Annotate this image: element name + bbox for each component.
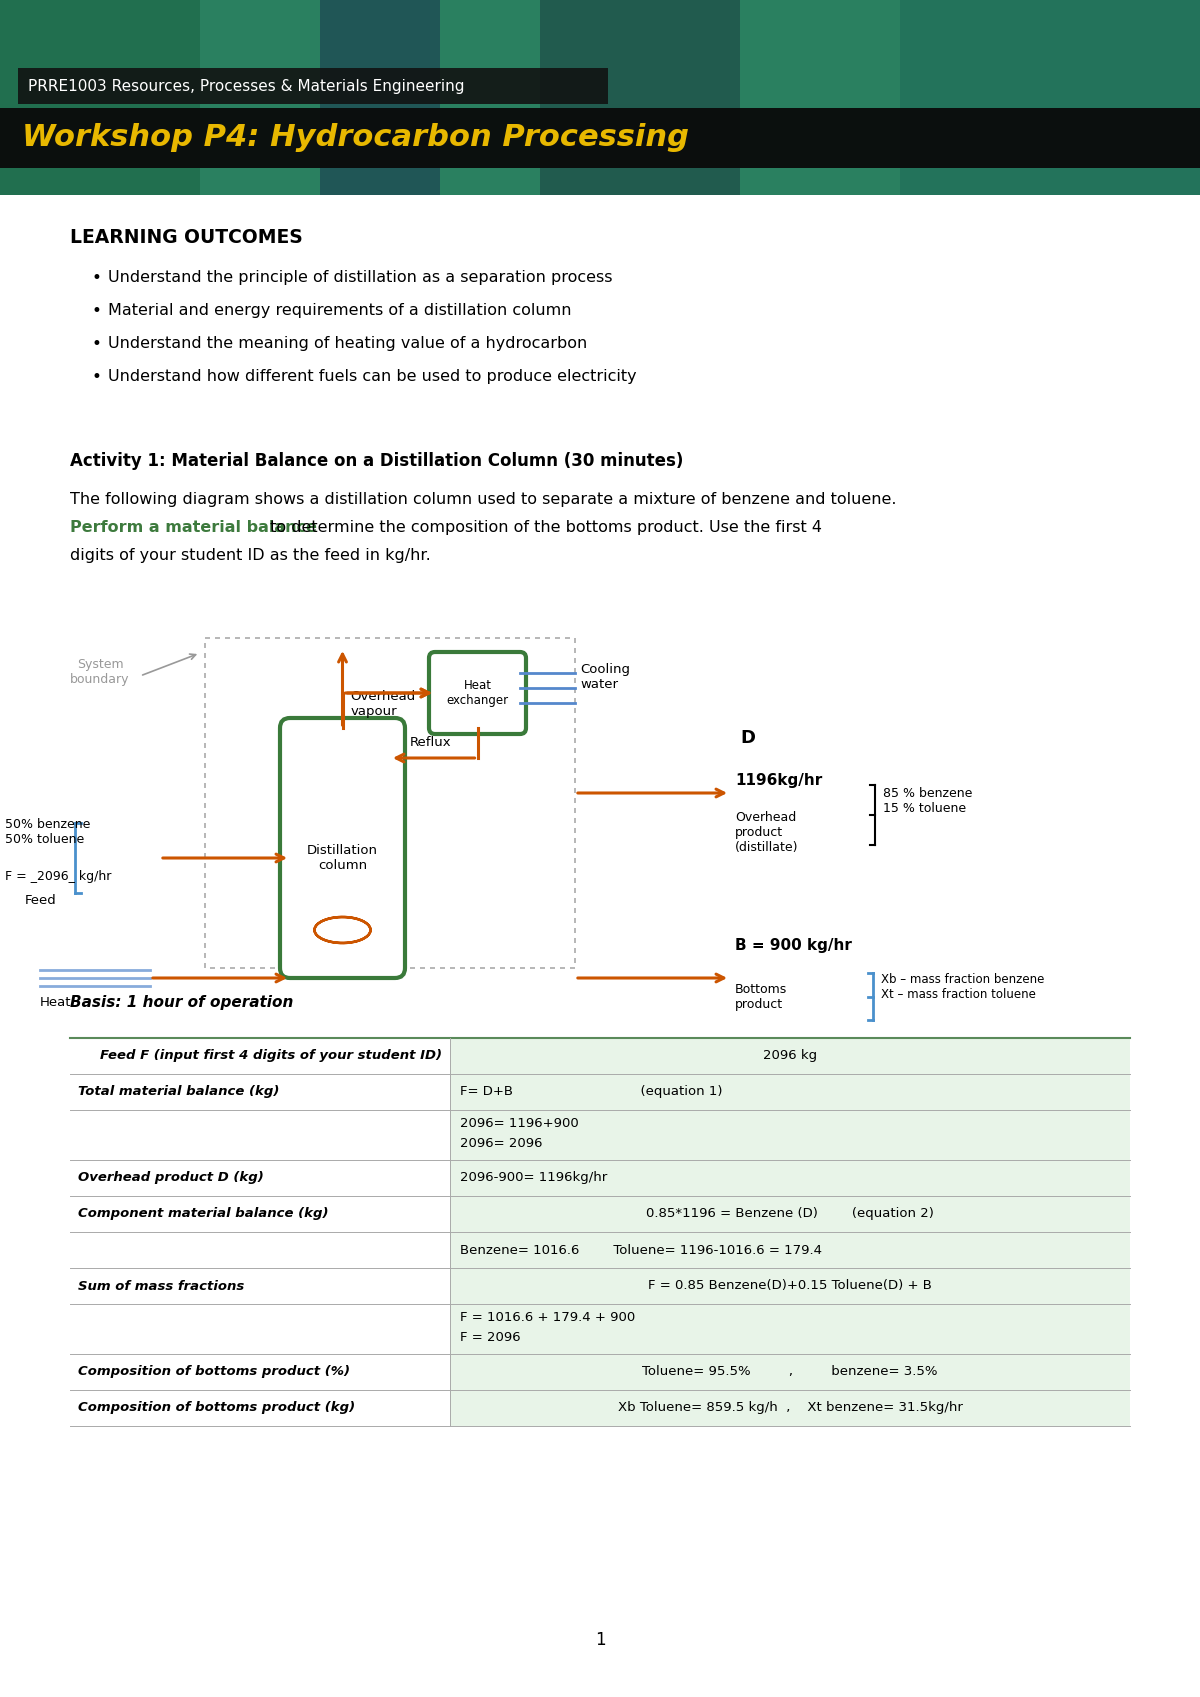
Text: Feed F (input first 4 digits of your student ID): Feed F (input first 4 digits of your stu… — [100, 1049, 442, 1062]
Text: LEARNING OUTCOMES: LEARNING OUTCOMES — [70, 227, 302, 248]
Bar — [450, 1303, 1130, 1354]
Text: F = 2096: F = 2096 — [460, 1330, 521, 1344]
Text: 50% benzene
50% toluene: 50% benzene 50% toluene — [5, 818, 90, 847]
Bar — [450, 1196, 1130, 1232]
Text: •: • — [92, 302, 102, 321]
Text: •: • — [92, 368, 102, 385]
Text: Component material balance (kg): Component material balance (kg) — [78, 1208, 329, 1220]
Bar — [900, 0, 1200, 195]
Bar — [18, 68, 608, 104]
Text: Sum of mass fractions: Sum of mass fractions — [78, 1280, 245, 1293]
Text: Heat
exchanger: Heat exchanger — [446, 679, 509, 708]
Text: Cooling
water: Cooling water — [580, 664, 630, 691]
Text: Composition of bottoms product (%): Composition of bottoms product (%) — [78, 1366, 350, 1378]
Text: Understand the meaning of heating value of a hydrocarbon: Understand the meaning of heating value … — [108, 336, 587, 351]
Bar — [540, 0, 740, 195]
Text: Activity 1: Material Balance on a Distillation Column (30 minutes): Activity 1: Material Balance on a Distil… — [70, 451, 683, 470]
Text: B = 900 kg/hr: B = 900 kg/hr — [734, 938, 852, 954]
Bar — [450, 1390, 1130, 1425]
Text: Reflux: Reflux — [410, 736, 451, 748]
Text: Heat: Heat — [40, 996, 72, 1010]
Text: Understand how different fuels can be used to produce electricity: Understand how different fuels can be us… — [108, 368, 637, 384]
Text: Perform a material balance: Perform a material balance — [70, 519, 317, 535]
Text: to determine the composition of the bottoms product. Use the first 4: to determine the composition of the bott… — [265, 519, 822, 535]
Text: Feed: Feed — [25, 894, 56, 906]
Text: F = 0.85 Benzene(D)+0.15 Toluene(D) + B: F = 0.85 Benzene(D)+0.15 Toluene(D) + B — [648, 1280, 932, 1293]
Bar — [320, 0, 440, 195]
Bar — [450, 1232, 1130, 1268]
Bar — [0, 109, 1200, 168]
Bar — [450, 1268, 1130, 1303]
Text: 2096= 1196+900: 2096= 1196+900 — [460, 1117, 578, 1130]
Bar — [450, 1074, 1130, 1110]
Bar — [450, 1110, 1130, 1161]
Text: Composition of bottoms product (kg): Composition of bottoms product (kg) — [78, 1402, 355, 1415]
Text: PRRE1003 Resources, Processes & Materials Engineering: PRRE1003 Resources, Processes & Material… — [28, 80, 464, 95]
Text: Overhead product D (kg): Overhead product D (kg) — [78, 1171, 264, 1185]
Bar — [450, 1354, 1130, 1390]
Text: Xb – mass fraction benzene
Xt – mass fraction toluene: Xb – mass fraction benzene Xt – mass fra… — [881, 972, 1044, 1001]
Bar — [450, 1161, 1130, 1196]
Bar — [0, 0, 1200, 195]
Text: Bottoms
product: Bottoms product — [734, 983, 787, 1011]
Bar — [0, 195, 1200, 1697]
Text: F = 1016.6 + 179.4 + 900: F = 1016.6 + 179.4 + 900 — [460, 1312, 635, 1324]
FancyBboxPatch shape — [430, 652, 526, 735]
Bar — [0, 0, 200, 195]
Text: 2096-900= 1196kg/hr: 2096-900= 1196kg/hr — [460, 1171, 607, 1185]
Text: Overhead
vapour: Overhead vapour — [350, 691, 415, 718]
Text: Total material balance (kg): Total material balance (kg) — [78, 1086, 280, 1098]
Bar — [205, 638, 575, 967]
Text: Understand the principle of distillation as a separation process: Understand the principle of distillation… — [108, 270, 612, 285]
Text: 0.85*1196 = Benzene (D)        (equation 2): 0.85*1196 = Benzene (D) (equation 2) — [646, 1208, 934, 1220]
Text: Material and energy requirements of a distillation column: Material and energy requirements of a di… — [108, 304, 571, 317]
Text: F = _2096_ kg/hr: F = _2096_ kg/hr — [5, 871, 112, 882]
Text: Basis: 1 hour of operation: Basis: 1 hour of operation — [70, 994, 293, 1010]
Text: 2096 kg: 2096 kg — [763, 1049, 817, 1062]
Text: Toluene= 95.5%         ,         benzene= 3.5%: Toluene= 95.5% , benzene= 3.5% — [642, 1366, 937, 1378]
Text: digits of your student ID as the feed in kg/hr.: digits of your student ID as the feed in… — [70, 548, 431, 563]
Text: Xb Toluene= 859.5 kg/h  ,    Xt benzene= 31.5kg/hr: Xb Toluene= 859.5 kg/h , Xt benzene= 31.… — [618, 1402, 962, 1415]
Text: •: • — [92, 334, 102, 353]
Text: System
boundary: System boundary — [71, 658, 130, 686]
Text: Overhead
product
(distillate): Overhead product (distillate) — [734, 811, 798, 854]
Text: D: D — [740, 730, 755, 747]
Text: 1196kg/hr: 1196kg/hr — [734, 774, 822, 787]
Text: 2096= 2096: 2096= 2096 — [460, 1137, 542, 1151]
Text: Benzene= 1016.6        Toluene= 1196-1016.6 = 179.4: Benzene= 1016.6 Toluene= 1196-1016.6 = 1… — [460, 1244, 822, 1256]
Text: The following diagram shows a distillation column used to separate a mixture of : The following diagram shows a distillati… — [70, 492, 896, 507]
Text: Workshop P4: Hydrocarbon Processing: Workshop P4: Hydrocarbon Processing — [22, 124, 689, 153]
Text: Distillation
column: Distillation column — [307, 843, 378, 872]
Text: 85 % benzene
15 % toluene: 85 % benzene 15 % toluene — [883, 787, 972, 815]
Text: 1: 1 — [595, 1631, 605, 1649]
Text: F= D+B                              (equation 1): F= D+B (equation 1) — [460, 1086, 722, 1098]
FancyBboxPatch shape — [280, 718, 406, 977]
Bar — [450, 1039, 1130, 1074]
Text: •: • — [92, 270, 102, 287]
